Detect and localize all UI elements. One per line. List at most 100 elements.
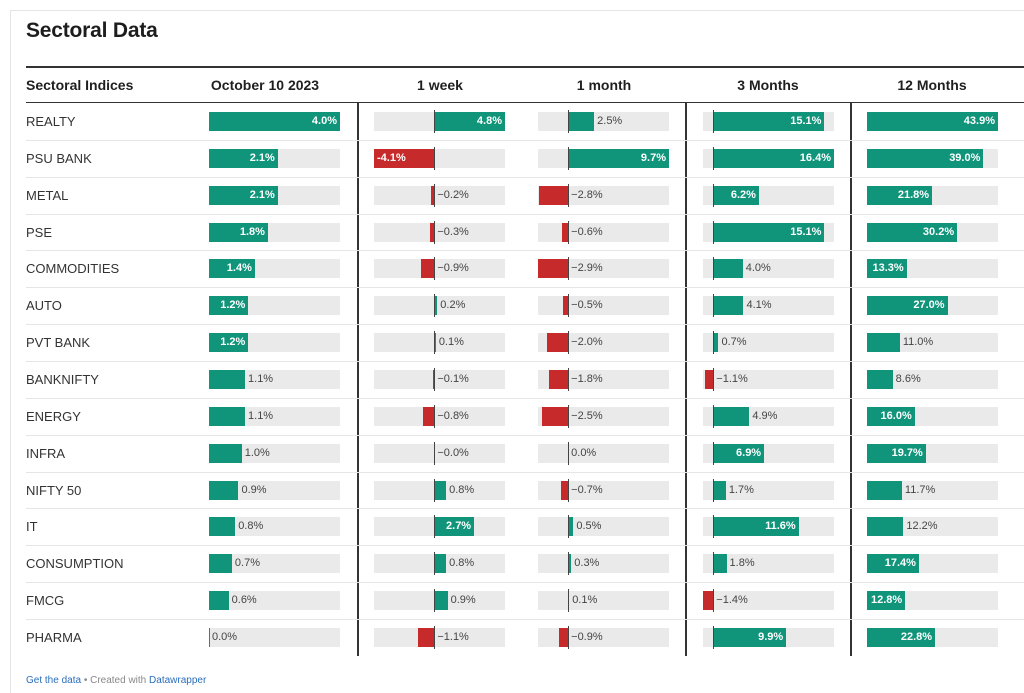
zero-line bbox=[713, 442, 715, 465]
bar bbox=[209, 444, 242, 463]
bar-track-3-months: 11.6% bbox=[703, 515, 834, 538]
value-label: 0.1% bbox=[438, 336, 464, 348]
zero-line bbox=[568, 552, 570, 575]
value-label: 0.0% bbox=[571, 447, 597, 459]
bar-track-1-month: 2.5% bbox=[538, 110, 669, 133]
bar-track-today: 1.1% bbox=[209, 407, 340, 426]
footer: Get the data • Created with Datawrapper bbox=[26, 675, 206, 686]
row-divider bbox=[26, 287, 1024, 288]
bar-track-12-months: 11.0% bbox=[867, 333, 998, 352]
zero-line bbox=[568, 368, 570, 391]
row-divider bbox=[26, 214, 1024, 215]
bar bbox=[539, 186, 569, 205]
bar bbox=[713, 259, 743, 278]
bar-track-12-months: 12.2% bbox=[867, 517, 998, 536]
bar-track-3-months: 6.2% bbox=[703, 184, 834, 207]
row-divider bbox=[26, 472, 1024, 473]
zero-line bbox=[568, 405, 570, 428]
zero-line bbox=[568, 110, 570, 133]
bar-track-12-months: 22.8% bbox=[867, 628, 998, 647]
column-header-3-months: 3 Months bbox=[737, 77, 799, 93]
bar-track-1-month: 0.3% bbox=[538, 552, 669, 575]
value-label: 1.1% bbox=[248, 373, 274, 385]
value-label: −1.1% bbox=[716, 373, 748, 385]
row-label: ENERGY bbox=[26, 408, 81, 424]
zero-line bbox=[434, 331, 436, 354]
zero-line bbox=[568, 515, 570, 538]
zero-line bbox=[713, 589, 715, 612]
bar bbox=[434, 554, 447, 573]
datawrapper-link[interactable]: Datawrapper bbox=[149, 675, 207, 686]
bar-track-1-week: −0.2% bbox=[374, 184, 505, 207]
value-label: 4.1% bbox=[746, 299, 772, 311]
row-label: CONSUMPTION bbox=[26, 556, 124, 572]
row-label: IT bbox=[26, 519, 38, 535]
value-label: −1.4% bbox=[716, 594, 748, 606]
value-label: 0.7% bbox=[721, 336, 747, 348]
bar-track-1-month: −0.7% bbox=[538, 479, 669, 502]
zero-line bbox=[713, 368, 715, 391]
row-divider bbox=[26, 619, 1024, 620]
bar bbox=[434, 517, 475, 536]
bar bbox=[421, 259, 435, 278]
column-header-today: October 10 2023 bbox=[210, 77, 320, 93]
bar bbox=[209, 481, 239, 500]
bar-track-1-week: −0.1% bbox=[374, 368, 505, 391]
value-label: 22.8% bbox=[900, 631, 933, 643]
column-separator bbox=[850, 102, 852, 656]
row-label: PVT BANK bbox=[26, 335, 91, 351]
bar-track-12-months: 12.8% bbox=[867, 591, 998, 610]
value-label: 12.8% bbox=[871, 594, 903, 606]
zero-line bbox=[568, 479, 570, 502]
row-label: AUTO bbox=[26, 298, 62, 314]
zero-line bbox=[568, 442, 570, 465]
bar bbox=[568, 517, 574, 536]
value-label: 9.9% bbox=[758, 631, 784, 643]
bar bbox=[374, 149, 435, 168]
bar bbox=[209, 223, 268, 242]
bar bbox=[418, 628, 435, 647]
zero-line bbox=[434, 257, 436, 280]
value-label: 2.1% bbox=[249, 189, 275, 201]
bar-track-1-month: 9.7% bbox=[538, 147, 669, 170]
bar-track-3-months: −1.4% bbox=[703, 589, 834, 612]
bar bbox=[713, 112, 825, 131]
value-label: 0.9% bbox=[450, 594, 476, 606]
zero-line bbox=[713, 515, 715, 538]
bar bbox=[867, 296, 948, 315]
row-label: FMCG bbox=[26, 593, 65, 609]
bar bbox=[867, 186, 933, 205]
value-label: −1.1% bbox=[437, 631, 469, 643]
frame-border bbox=[10, 10, 11, 693]
bar bbox=[867, 333, 900, 352]
column-header-12-months: 12 Months bbox=[897, 77, 967, 93]
value-label: 8.6% bbox=[895, 373, 921, 385]
bar-track-1-month: −1.8% bbox=[538, 368, 669, 391]
bar bbox=[713, 554, 727, 573]
zero-line bbox=[568, 294, 570, 317]
bar-track-3-months: 15.1% bbox=[703, 110, 834, 133]
bar-track-12-months: 8.6% bbox=[867, 370, 998, 389]
value-label: 1.8% bbox=[729, 557, 755, 569]
row-label: COMMODITIES bbox=[26, 261, 120, 277]
bar-track-today: 0.8% bbox=[209, 517, 340, 536]
value-label: −0.3% bbox=[437, 226, 469, 238]
bar bbox=[209, 591, 229, 610]
zero-line bbox=[568, 184, 570, 207]
value-label: 16.0% bbox=[880, 410, 912, 422]
bar bbox=[713, 333, 719, 352]
zero-line bbox=[434, 515, 436, 538]
value-label: 2.1% bbox=[249, 152, 275, 164]
get-data-link[interactable]: Get the data bbox=[26, 675, 82, 686]
bar bbox=[713, 481, 726, 500]
bar-track-1-week: 0.8% bbox=[374, 552, 505, 575]
bar bbox=[209, 370, 246, 389]
bar-track-1-month: 0.5% bbox=[538, 515, 669, 538]
bar-track-12-months: 16.0% bbox=[867, 407, 998, 426]
bar-track-12-months: 11.7% bbox=[867, 481, 998, 500]
value-label: 1.7% bbox=[728, 484, 754, 496]
bar-track-3-months: 1.8% bbox=[703, 552, 834, 575]
value-label: −0.5% bbox=[571, 299, 603, 311]
value-label: 39.0% bbox=[949, 152, 981, 164]
